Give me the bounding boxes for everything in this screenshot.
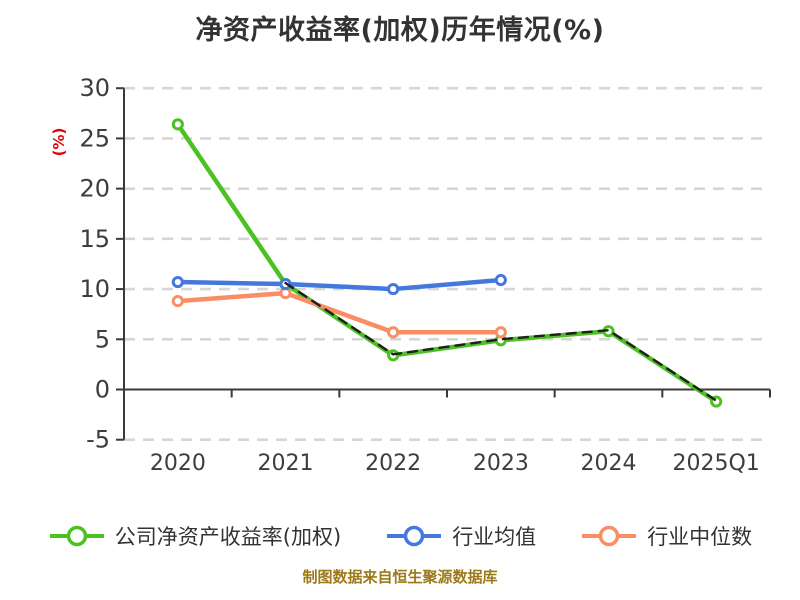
x-tick-label: 2021	[258, 451, 314, 476]
data-point-marker	[387, 282, 400, 296]
y-tick-label: 15	[79, 225, 110, 253]
legend-item-2: 行业中位数	[580, 521, 752, 551]
y-tick-label: 25	[79, 124, 110, 152]
chart-title: 净资产收益率(加权)历年情况(%)	[195, 15, 605, 46]
legend-label: 公司净资产收益率(加权)	[114, 525, 342, 549]
legend-marker-icon	[582, 525, 637, 547]
y-tick-label: 0	[95, 376, 110, 404]
y-tick-label: 20	[79, 175, 110, 203]
y-tick-label: 30	[79, 74, 110, 102]
data-point-marker	[494, 326, 507, 339]
x-tick-label: 2022	[365, 451, 421, 476]
series-line-dashed-overlay	[284, 281, 718, 402]
data-point-marker	[171, 295, 184, 308]
y-tick-label: -5	[86, 426, 110, 454]
legend-marker-icon	[49, 525, 104, 547]
legend-label: 行业均值	[452, 525, 537, 549]
y-tick-label: 10	[79, 275, 110, 303]
x-tick-label: 2020	[150, 451, 206, 476]
legend-item-1: 行业均值	[385, 521, 536, 551]
data-point-marker	[494, 273, 507, 287]
data-point-marker	[387, 326, 400, 339]
x-tick-label: 2023	[473, 451, 529, 476]
legend-item-0: 公司净资产收益率(加权)	[48, 521, 341, 551]
y-tick-label: 5	[95, 325, 110, 353]
chart-legend: 公司净资产收益率(加权) 行业均值 行业中位数	[0, 518, 800, 554]
chart-footer-source: 制图数据来自恒生聚源数据库	[302, 568, 498, 586]
y-axis-unit-label: (%)	[50, 128, 68, 157]
data-point-marker	[171, 118, 184, 131]
legend-label: 行业中位数	[647, 525, 753, 549]
x-tick-label: 2024	[581, 451, 637, 476]
legend-marker-icon	[387, 525, 442, 547]
series-line-行业中位数	[175, 290, 504, 335]
series-line-公司净资产收益率(加权)	[175, 122, 719, 404]
x-tick-label: 2025Q1	[673, 451, 760, 476]
data-point-marker	[171, 275, 184, 289]
series-line-行业均值	[175, 277, 504, 292]
